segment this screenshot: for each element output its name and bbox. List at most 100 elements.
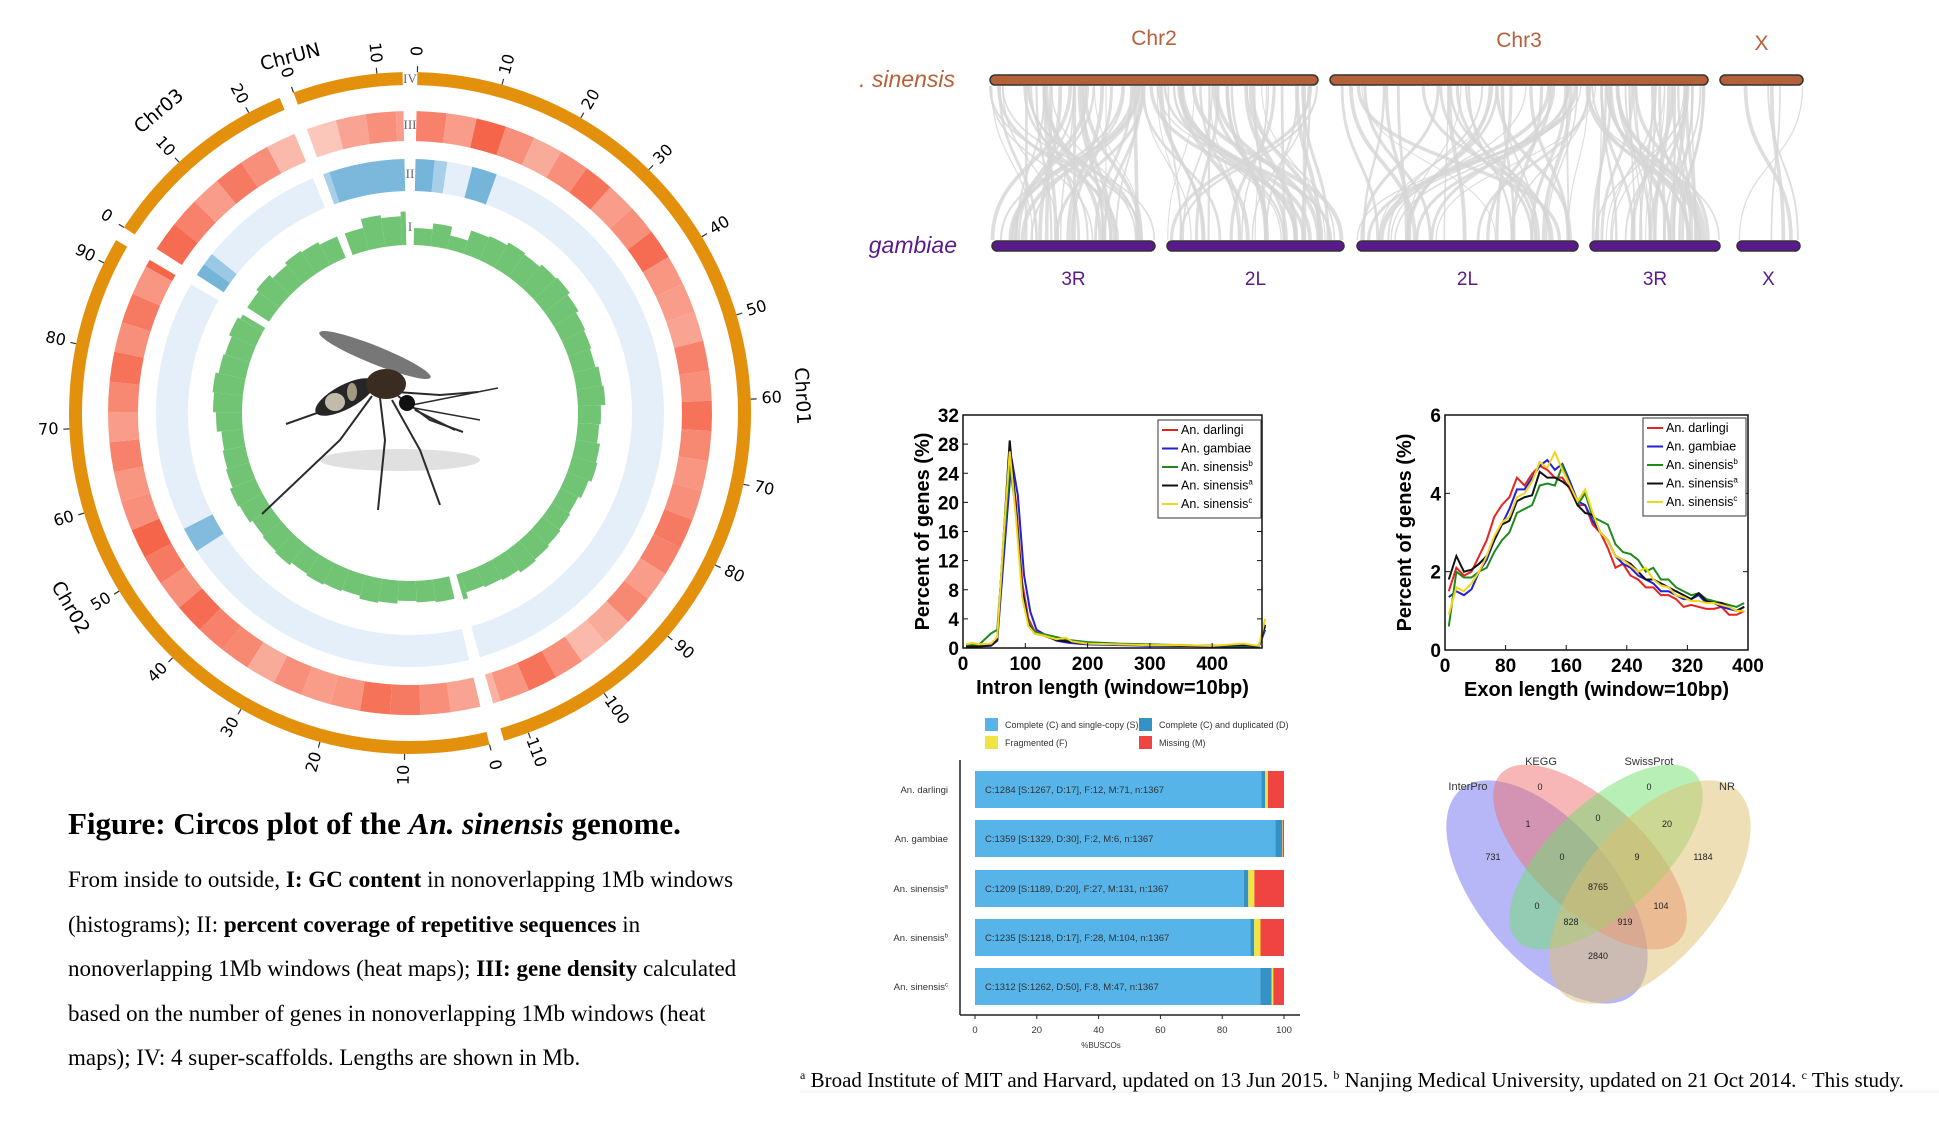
tick-label: 0 — [407, 46, 426, 57]
tick-label: 20 — [226, 80, 252, 107]
x-tick-label: 80 — [1495, 656, 1516, 677]
venn-region-count: 20 — [1662, 819, 1672, 829]
bar-label: C:1359 [S:1329, D:30], F:2, M:6, n:1367 — [985, 834, 1153, 845]
bar-segment-D — [1261, 771, 1266, 808]
gc-bar — [256, 274, 291, 308]
gc-bar — [224, 336, 256, 363]
gene-density-cell — [679, 370, 712, 402]
gc-bar — [323, 562, 350, 592]
y-tick-label: 4 — [1430, 484, 1441, 505]
gene-density-cell — [174, 201, 216, 243]
caption-segment: I: GC content — [285, 867, 422, 892]
gene-density-cell — [624, 558, 666, 599]
gene-density-cell — [365, 111, 398, 144]
tick-mark — [648, 164, 654, 171]
x-tick-label: 80 — [1217, 1025, 1228, 1036]
venn-region-count: 0 — [1595, 813, 1600, 823]
venn-region-count: 919 — [1617, 917, 1632, 927]
x-tick-label: 200 — [1072, 654, 1104, 675]
caption-segment: calculated based on the number of genes … — [68, 956, 737, 1071]
scaffold-ChrUN — [293, 72, 403, 105]
synteny-link — [1173, 85, 1296, 241]
tick-mark — [78, 512, 85, 516]
exon-length-chart: 0 80 160 240 320 400 0 2 4 6 Exon length (window=1… — [1394, 406, 1764, 701]
x-tick-label: 320 — [1672, 656, 1704, 677]
venn-region-count: 828 — [1563, 917, 1578, 927]
repeat-cell — [464, 166, 497, 205]
tick-label: 60 — [51, 506, 76, 530]
synteny-link — [990, 85, 1073, 241]
legend: An. darlingi An. gambiae An. sinensisb An. … — [1642, 417, 1747, 517]
bar-label: C:1209 [S:1189, D:20], F:27, M:131, n:13… — [985, 884, 1169, 895]
synteny-link — [1093, 85, 1143, 241]
caption-segment: in nonoverlapping 1Mb windows (histogram… — [68, 867, 734, 937]
gc-bar — [400, 211, 407, 246]
chromosome-label-gambiae: X — [1762, 269, 1775, 290]
category-label: An. sinensisb — [893, 933, 948, 944]
gc-bar — [575, 423, 600, 444]
gene-density-cell — [678, 429, 712, 462]
y-tick-label: 0 — [1430, 641, 1441, 662]
synteny-link — [1767, 85, 1799, 241]
venn-set-label: KEGG — [1525, 756, 1557, 768]
legend-label: An. sinensisb — [1181, 459, 1253, 474]
gc-bar — [229, 317, 264, 347]
gene-density-cell — [517, 650, 557, 691]
gc-bar — [544, 294, 579, 327]
chromosome-label: Chr01 — [790, 367, 814, 425]
tick-mark — [70, 341, 77, 345]
synteny-link — [1261, 85, 1326, 241]
tick-mark — [701, 233, 708, 238]
x-tick-label: 0 — [958, 654, 969, 675]
bar-label: C:1284 [S:1267, D:17], F:12, M:71, n:136… — [985, 785, 1164, 796]
synteny-link — [1387, 85, 1484, 241]
gc-bar — [463, 230, 490, 260]
legend-label: Fragmented (F) — [1005, 738, 1068, 748]
tick-label: 30 — [216, 713, 243, 740]
tick-mark — [290, 86, 295, 93]
gc-bar — [561, 330, 592, 357]
gc-bar — [432, 576, 455, 603]
gc-bar — [552, 487, 579, 514]
gc-bar — [222, 445, 250, 470]
gene-density-cell — [109, 439, 144, 473]
synteny-link — [1658, 85, 1667, 241]
synteny-link — [1229, 85, 1276, 241]
x-axis-label: Intron length (window=10bp) — [976, 677, 1249, 699]
footnote-text: Nanjing Medical University, updated on 2… — [1339, 1068, 1802, 1092]
legend-label: An. sinensisa — [1666, 476, 1738, 491]
legend-label: An. darlingi — [1181, 423, 1244, 437]
gc-bar — [508, 254, 540, 288]
bar-segment-S — [975, 968, 1261, 1005]
venn-set-label: NR — [1719, 781, 1735, 793]
gc-bar — [341, 569, 366, 596]
synteny-link — [1143, 85, 1192, 241]
mosquito-image — [261, 331, 499, 515]
caption-segment: percent coverage of repetitive sequences — [223, 911, 617, 937]
synteny-link — [1050, 85, 1139, 241]
gene-density-cell — [160, 566, 202, 608]
synteny-link — [1199, 85, 1241, 241]
legend-label: An. sinensisb — [1666, 457, 1738, 472]
tick-mark — [113, 590, 120, 595]
gene-density-cell — [606, 580, 648, 622]
tick-label: 20 — [577, 86, 604, 113]
gc-bar — [476, 559, 502, 588]
gene-density-cell — [546, 151, 587, 193]
footnote-marker: b — [1333, 1068, 1340, 1082]
synteny-plot: Chr2 Chr3 X 3R 2L 2L 3R X . sinensis gambiae — [859, 27, 1804, 290]
repeat-cell — [323, 172, 340, 205]
gene-density-cell — [131, 518, 172, 558]
gene-density-cell — [241, 146, 282, 188]
synteny-link — [1363, 85, 1432, 241]
chromosome-label-gambiae: 2L — [1245, 269, 1266, 290]
gc-bar — [262, 521, 294, 552]
tick-mark — [736, 312, 743, 316]
gc-bar — [381, 216, 403, 247]
gene-density-cell — [672, 456, 709, 491]
repeat-cell — [196, 264, 231, 293]
legend-label: An. sinensisa — [1181, 478, 1253, 493]
category-label: An. sinensisc — [894, 982, 948, 993]
gene-density-cell — [179, 588, 221, 630]
